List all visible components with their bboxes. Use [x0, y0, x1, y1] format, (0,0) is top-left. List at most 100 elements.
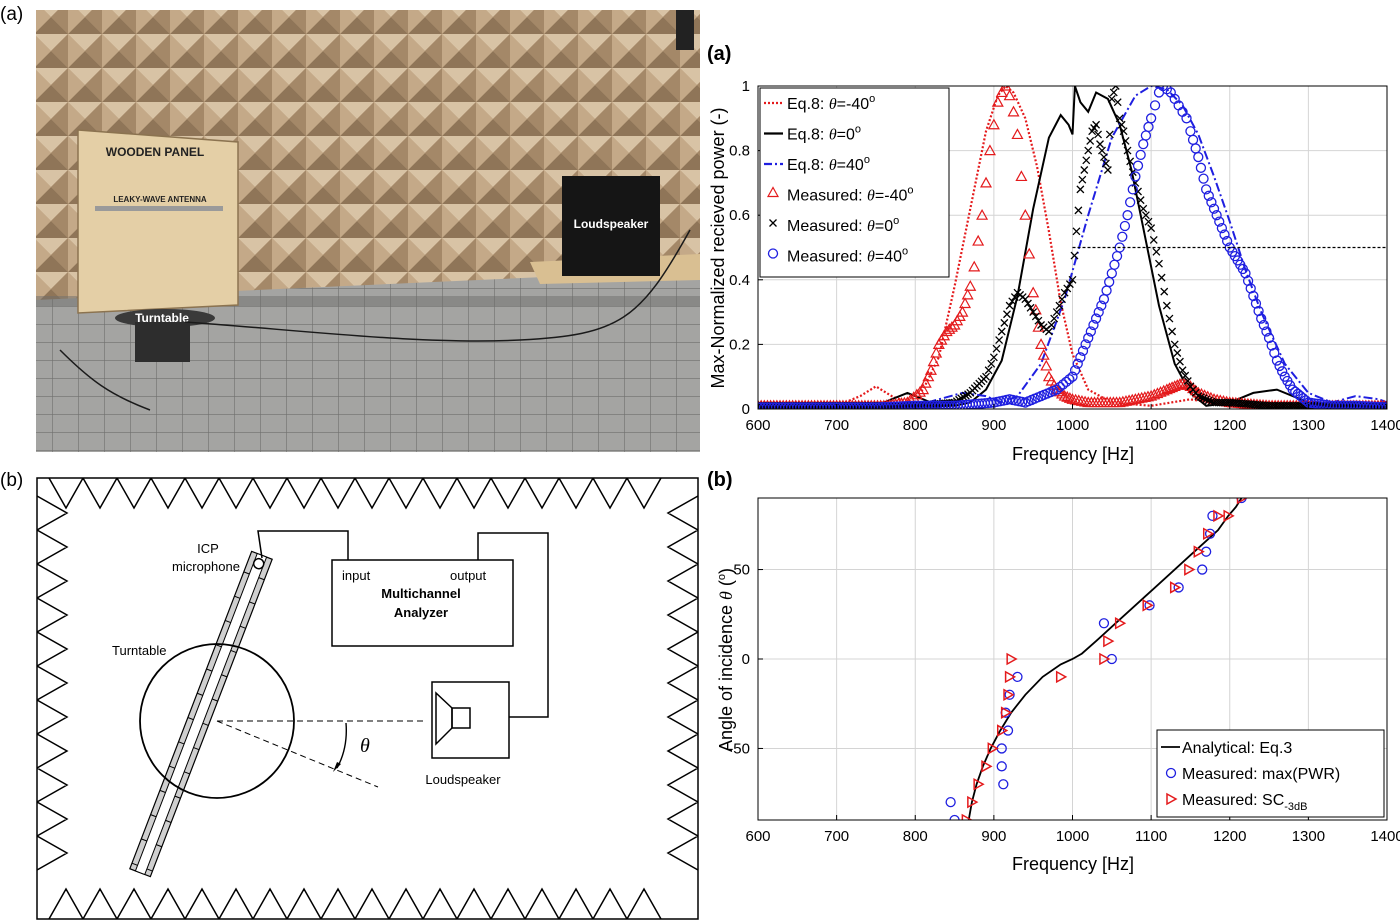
data-point-4 [1105, 130, 1114, 139]
chart-b-legend: Analytical: Eq.3 Measured: max(PWR) Measur… [1156, 729, 1385, 818]
wooden-panel [77, 129, 239, 314]
chart-a-ticks: 600 700 800 900 1000 1100 1200 1300 1400 0 0.2 0.4 0… [729, 78, 1400, 434]
data-point-4 [1144, 217, 1153, 226]
data-point-3 [1160, 383, 1173, 395]
analyzer-input-label: input [342, 568, 371, 583]
data-point-4 [1068, 275, 1077, 284]
data-point-4 [1026, 303, 1035, 312]
max-pwr-point [996, 761, 1007, 772]
data-point-3 [1187, 382, 1200, 394]
data-point-4 [995, 336, 1004, 345]
x-tick-label: 1400 [1370, 828, 1400, 845]
data-point-4 [1173, 349, 1182, 357]
legend-marker-4 [769, 219, 777, 227]
sc3db-point [967, 795, 979, 809]
data-point-4 [1119, 127, 1128, 136]
data-point-4 [1123, 146, 1132, 155]
x-tick-label: 700 [824, 828, 849, 845]
max-pwr-point [1106, 653, 1117, 665]
data-point-4 [987, 359, 996, 368]
max-pwr-point [1204, 528, 1216, 539]
data-point-4 [992, 344, 1001, 353]
data-point-4 [1109, 88, 1118, 97]
mic-label-1: ICP [197, 541, 219, 556]
data-point-4 [1162, 301, 1171, 310]
data-point-4 [982, 372, 990, 381]
x-tick-label: 1000 [1056, 417, 1089, 434]
data-point-5 [1061, 376, 1072, 388]
chart-b-ylabel: Angle of incidence θ (o) [716, 568, 736, 752]
y-tick-label: 0 [742, 401, 750, 418]
data-point-3 [945, 320, 958, 332]
data-point-4 [1196, 393, 1205, 402]
data-point-3 [964, 280, 977, 291]
data-point-4 [1183, 377, 1192, 385]
chart-b-ticks: 600 700 800 900 1000 1100 1200 1300 1400 -50 0 50 [728, 562, 1400, 845]
turntable-text: Turntable [112, 643, 166, 658]
data-point-3 [1035, 338, 1048, 349]
data-point-3 [1019, 208, 1032, 220]
absorber-wedges [36, 477, 699, 920]
data-point-5 [1214, 216, 1225, 227]
data-point-5 [1375, 401, 1386, 409]
data-point-4 [1170, 340, 1179, 349]
data-point-4 [1082, 156, 1091, 165]
turntable-label: Turntable [135, 311, 189, 325]
chart-b-tag: (b) [707, 469, 733, 491]
data-point-3 [999, 86, 1012, 91]
data-point-5 [1075, 352, 1086, 363]
legend-label-2: Eq.8: θ=40o [787, 154, 870, 174]
data-point-3 [930, 346, 943, 358]
data-point-3 [917, 383, 930, 395]
legend-label-1: Measured: max(PWR) [1182, 766, 1340, 783]
data-point-3 [913, 385, 926, 397]
data-point-3 [961, 288, 974, 300]
chart-a-xlabel: Frequency [Hz] [1012, 444, 1134, 464]
max-pwr-point [1012, 671, 1023, 683]
sc3db-point [1169, 581, 1182, 594]
data-point-4 [1099, 153, 1108, 162]
data-point-5 [1127, 184, 1138, 195]
data-point-4 [1096, 140, 1104, 149]
data-point-3 [972, 234, 985, 246]
x-tick-label: 700 [824, 417, 849, 434]
schematic: θ input output Multichannel Analyzer ICP… [36, 477, 699, 920]
data-point-4 [1101, 159, 1110, 168]
legend-label-5: Measured: θ=40o [787, 246, 908, 266]
data-point-5 [1208, 203, 1220, 214]
data-point-4 [1111, 86, 1120, 90]
data-point-4 [1010, 293, 1019, 301]
data-point-5 [1057, 379, 1069, 390]
data-point-5 [1216, 222, 1228, 234]
data-point-4 [1084, 146, 1093, 155]
max-pwr-point [1201, 546, 1212, 557]
sc3db-point [1142, 599, 1154, 612]
sc3db-point [1202, 527, 1215, 541]
legend-box [759, 87, 950, 278]
data-point-4 [1050, 314, 1059, 323]
mic-cable [257, 530, 349, 560]
x-tick-label: 1000 [1056, 828, 1089, 845]
data-point-5 [1198, 173, 1209, 184]
data-point-4 [1052, 308, 1061, 317]
data-point-3 [976, 208, 989, 220]
data-point-4 [1023, 299, 1032, 308]
data-point-4 [1078, 175, 1087, 184]
data-point-5 [1083, 332, 1094, 344]
data-point-3 [1023, 247, 1036, 259]
analyzer-label-2: Analyzer [394, 605, 448, 620]
data-point-5 [1250, 298, 1262, 309]
data-point-5 [1378, 402, 1387, 409]
sc3db-point [996, 724, 1009, 737]
data-point-3 [922, 370, 935, 382]
data-point-4 [1060, 288, 1069, 297]
data-point-3 [1011, 128, 1024, 140]
data-point-4 [1204, 396, 1213, 405]
data-point-5 [1054, 381, 1066, 393]
cable [184, 229, 691, 342]
data-point-5 [1271, 355, 1283, 366]
legend-marker-3 [766, 186, 780, 198]
data-point-5 [1261, 326, 1272, 337]
data-point-4 [997, 327, 1006, 336]
